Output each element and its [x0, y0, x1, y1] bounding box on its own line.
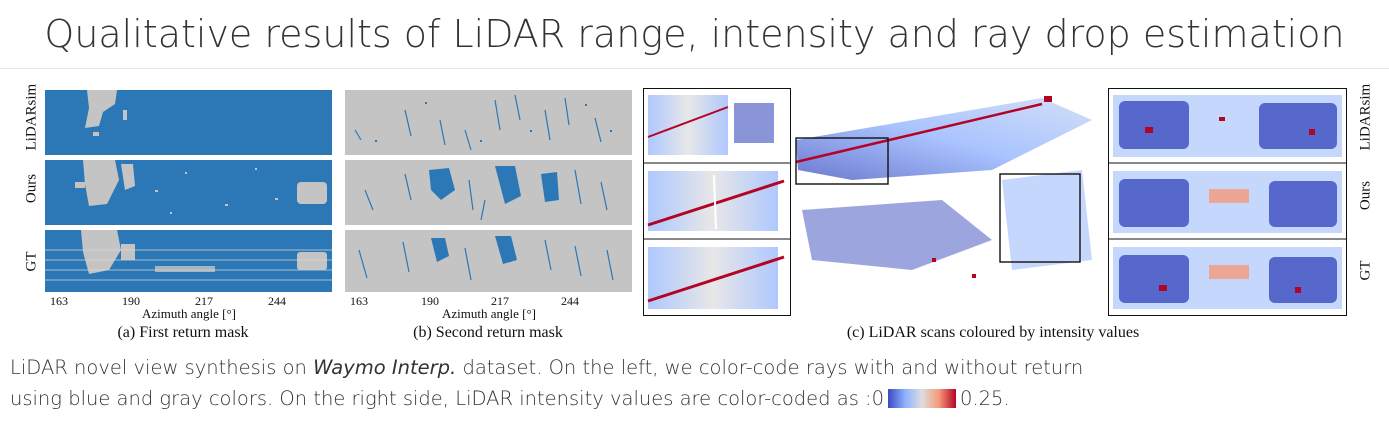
- intensity-colorbar: [888, 389, 957, 408]
- title-divider: [0, 68, 1389, 69]
- tick-a-190: 190: [122, 294, 140, 308]
- zoom-inset-right: [1108, 88, 1347, 316]
- zoom-inset-right-scans: [1109, 95, 1346, 309]
- caption-line2-prefix: using blue and gray colors. On the right…: [10, 387, 885, 410]
- tick-b-244: 244: [561, 294, 579, 308]
- first-return-gt-gaps: [45, 230, 332, 281]
- caption-line1-prefix: LiDAR novel view synthesis on: [10, 356, 314, 379]
- row-label-ours-right: Ours: [1357, 180, 1374, 211]
- tick-b-217: 217: [491, 294, 509, 308]
- zoom-inset-left: [643, 88, 791, 316]
- tick-a-244: 244: [268, 294, 286, 308]
- row-label-gt-left: GT: [23, 251, 40, 272]
- lidar-scan-main: [792, 90, 1102, 315]
- tick-b-163: 163: [350, 294, 368, 308]
- second-return-lidarsim: [345, 90, 632, 155]
- first-return-ours: [45, 160, 332, 225]
- second-return-ours-returns: [364, 166, 608, 221]
- subcaption-c: (c) LiDAR scans coloured by intensity va…: [846, 324, 1140, 341]
- figure-title: Qualitative results of LiDAR range, inte…: [44, 12, 1345, 56]
- axis-label-b: Azimuth angle [°]: [441, 306, 537, 321]
- first-return-ours-gaps: [75, 160, 327, 214]
- caption-line1-suffix: dataset. On the left, we color-code rays…: [456, 356, 1084, 379]
- row-label-lidarsim-left: LiDARsim: [23, 83, 40, 151]
- second-return-lidarsim-returns: [354, 94, 612, 151]
- figure-caption: LiDAR novel view synthesis on Waymo Inte…: [10, 352, 1380, 414]
- first-return-lidarsim-gaps: [85, 90, 127, 136]
- subcaption-a: (a) First return mask: [117, 324, 249, 341]
- second-return-gt: [345, 230, 632, 292]
- first-return-lidarsim: [45, 90, 332, 155]
- second-return-ours: [345, 160, 632, 225]
- tick-a-163: 163: [50, 294, 68, 308]
- second-return-gt-returns: [358, 236, 614, 281]
- row-label-lidarsim-right: LiDARsim: [1357, 83, 1374, 151]
- tick-b-190: 190: [421, 294, 439, 308]
- row-label-ours-left: Ours: [23, 173, 40, 204]
- row-label-gt-right: GT: [1357, 260, 1374, 281]
- first-return-gt: [45, 230, 332, 292]
- caption-dataset: Waymo Interp.: [313, 356, 457, 379]
- zoom-inset-left-scans: [644, 95, 790, 309]
- lidar-scan-main-points: [795, 96, 1092, 278]
- axis-label-a: Azimuth angle [°]: [141, 306, 237, 321]
- tick-a-217: 217: [195, 294, 213, 308]
- caption-line2-suffix: 0.25.: [960, 387, 1010, 410]
- subcaption-b: (b) Second return mask: [413, 324, 563, 341]
